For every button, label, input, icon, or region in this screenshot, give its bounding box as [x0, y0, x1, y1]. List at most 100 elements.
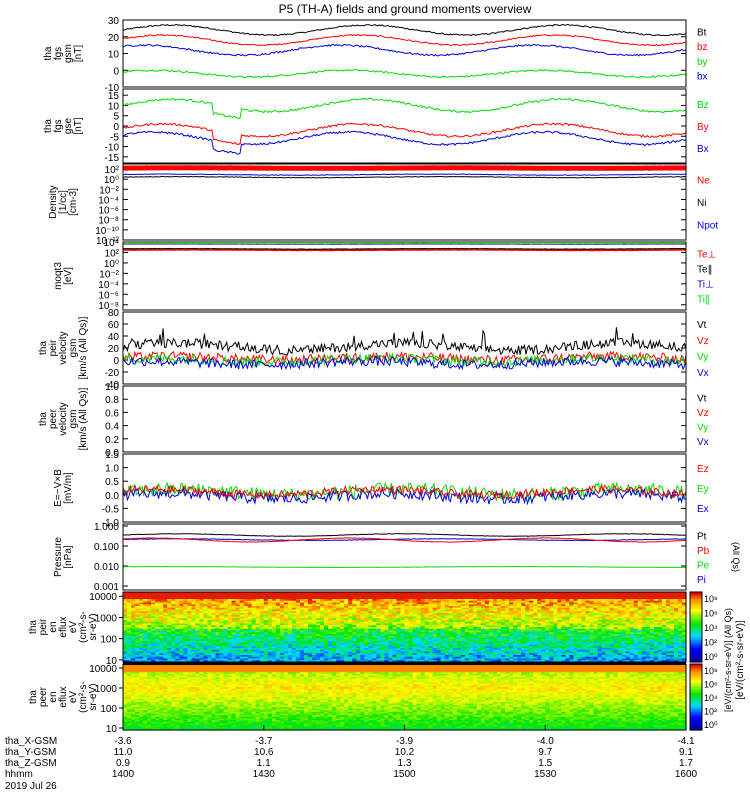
- legend-entry: Ti∥: [697, 295, 710, 306]
- ylabel-line: gse: [63, 118, 74, 135]
- ytick-label: 10⁻⁴: [98, 280, 119, 291]
- legend-entry: bz: [697, 42, 708, 53]
- xaxis-row-label: hhmm: [5, 769, 33, 780]
- colorbar-peer_spectrogram: 10⁸ 10⁶ 10⁴ 10² 10⁰: [689, 663, 718, 731]
- panel-efield: E=−V×B [mV/m] 1.5 1.0 0.5 0.0 -0.5 -1.0 Ez Ey Ex: [53, 450, 709, 529]
- ytick-label: -10: [105, 143, 120, 154]
- spectrogram-cells: [123, 664, 687, 731]
- series-pb-line: [123, 537, 686, 543]
- ylabel-line: tha: [38, 412, 49, 426]
- ylabel-line: gsm: [68, 410, 79, 429]
- ylabel-line: [mV/m]: [63, 472, 74, 504]
- colorbar-unit-label: [eV/(cm²-s-sr-eV)]: [735, 620, 746, 700]
- ytick-label: 60: [108, 320, 120, 331]
- ytick-label: 100: [100, 704, 117, 715]
- series-bz-line: [123, 97, 686, 119]
- panel-peer_spectrogram-ylabel: tha peer en eflux eV (cm²-s-sr-eV): [28, 681, 99, 713]
- ytick-label: 20: [108, 33, 120, 44]
- xtick-label: 9.1: [679, 747, 693, 758]
- panel-peer_velocity: tha peer velocity gsm [km/s (All Qs)] 1.0 0.8 0…: [38, 382, 709, 459]
- panel-peer_velocity-legend: Vt Vz Vy Vx: [697, 393, 709, 448]
- panel-peir_velocity: tha peir velocity gsm [km/s (All Qs)] 8060402…: [38, 308, 709, 391]
- series-ex-line: [123, 486, 686, 506]
- ylabel-line: fgs: [53, 119, 64, 132]
- ytick-label: 100: [100, 635, 117, 646]
- panel-peir_velocity-ylabel: tha peir velocity gsm [km/s (All Qs)]: [38, 316, 89, 379]
- xtick-label: 10.2: [395, 747, 415, 758]
- panel-frame: [122, 241, 687, 311]
- ylabel-line: fgs: [53, 47, 64, 60]
- ytick-label: 10⁻⁸: [98, 216, 119, 227]
- panel-frame: [122, 453, 687, 523]
- ylabel-line: sr-eV): [88, 613, 99, 640]
- ytick-label: -40: [105, 380, 120, 391]
- xtick-label: 1.1: [257, 758, 271, 769]
- ytick-label: 10000: [89, 592, 117, 603]
- series-vx-line: [123, 355, 686, 371]
- ytick-label: 10⁰: [104, 175, 119, 186]
- ylabel-line: [km/s (All Qs)]: [78, 387, 89, 450]
- series-ne-line: [123, 165, 686, 171]
- legend-entry: Ex: [697, 504, 709, 515]
- xaxis-row-label: tha_X-GSM: [5, 736, 57, 747]
- ylabel-line: peer: [48, 408, 59, 429]
- panel-pressure-ylabel: Pressure [nPa]: [53, 537, 74, 577]
- ytick-label: 10⁻²: [99, 185, 119, 196]
- legend-entry: Ne: [697, 175, 710, 186]
- series-te-line: [123, 248, 686, 252]
- ytick-label: 1.0: [105, 464, 119, 475]
- ylabel-line: velocity: [58, 331, 69, 364]
- ytick-label: 1.5: [105, 450, 119, 461]
- series-pi-line: [123, 538, 686, 542]
- ytick-label: -5: [110, 132, 119, 143]
- legend-entry: Npot: [697, 221, 718, 232]
- ylabel-line: E=−V×B: [53, 469, 64, 507]
- panel-density-legend: Ne Ni Npot: [697, 175, 718, 231]
- ytick-label: 0.0: [105, 448, 119, 459]
- spectrogram-cells: [123, 592, 687, 663]
- colorbar-tick-label: 10⁴: [704, 693, 718, 703]
- series-bx-line: [123, 43, 686, 57]
- colorbar-peir_spectrogram: 10⁸ 10⁶ 10⁴ 10² 10⁰: [689, 591, 718, 663]
- ytick-label: 10⁻⁸: [98, 301, 119, 312]
- panel-pressure-legend: Pt Pb Pe Pi: [697, 531, 710, 586]
- colorbar-tick-label: 10²: [704, 638, 717, 648]
- ytick-label: 1000: [95, 684, 118, 695]
- ytick-label: 0.8: [105, 395, 119, 406]
- ytick-label: 20: [108, 344, 120, 355]
- xtick-label: 1430: [253, 769, 276, 780]
- ytick-label: 30: [108, 16, 120, 27]
- legend-entry: by: [697, 57, 708, 68]
- panel-efield-legend: Ez Ey Ex: [697, 464, 709, 515]
- ytick-label: 10⁻¹²: [96, 236, 120, 247]
- ytick-label: 0: [113, 66, 119, 77]
- side-label: (All Qs): [731, 542, 741, 572]
- panel-efield-ylabel: E=−V×B [mV/m]: [53, 469, 74, 507]
- ylabel-line: gsm: [68, 339, 79, 358]
- ytick-label: 1.000: [94, 522, 119, 533]
- panel-density-ylabel: Density [1/cc] [cm-3]: [48, 185, 79, 218]
- ylabel-line: tha: [28, 620, 39, 634]
- series-vt-line: [123, 327, 686, 356]
- colorbar-tick-label: 10⁴: [704, 623, 718, 633]
- ytick-label: 40: [108, 332, 120, 343]
- legend-entry: Vy: [697, 352, 708, 363]
- panel-peir_velocity-legend: Vt Vz Vy Vx: [697, 320, 709, 379]
- panel-frame: [122, 19, 687, 88]
- legend-entry: Bz: [697, 100, 709, 111]
- series-bt-line: [123, 23, 686, 37]
- series-te-line: [123, 247, 686, 250]
- panel-pressure: Pressure [nPa]1.0000.1000.0100.001PtPbPeP…: [53, 522, 741, 593]
- ytick-label: 10000: [89, 664, 117, 675]
- legend-entry: Bx: [697, 144, 709, 155]
- xaxis-row-label: 2019 Jul 26: [5, 781, 57, 792]
- ylabel-line: moqt3: [53, 262, 64, 290]
- xaxis-row-label: tha_Z-GSM: [5, 758, 57, 769]
- ylabel-line: en: [48, 621, 59, 632]
- ytick-label: -20: [105, 368, 120, 379]
- series-pe-line: [123, 565, 686, 569]
- ylabel-line: eflux: [58, 686, 69, 707]
